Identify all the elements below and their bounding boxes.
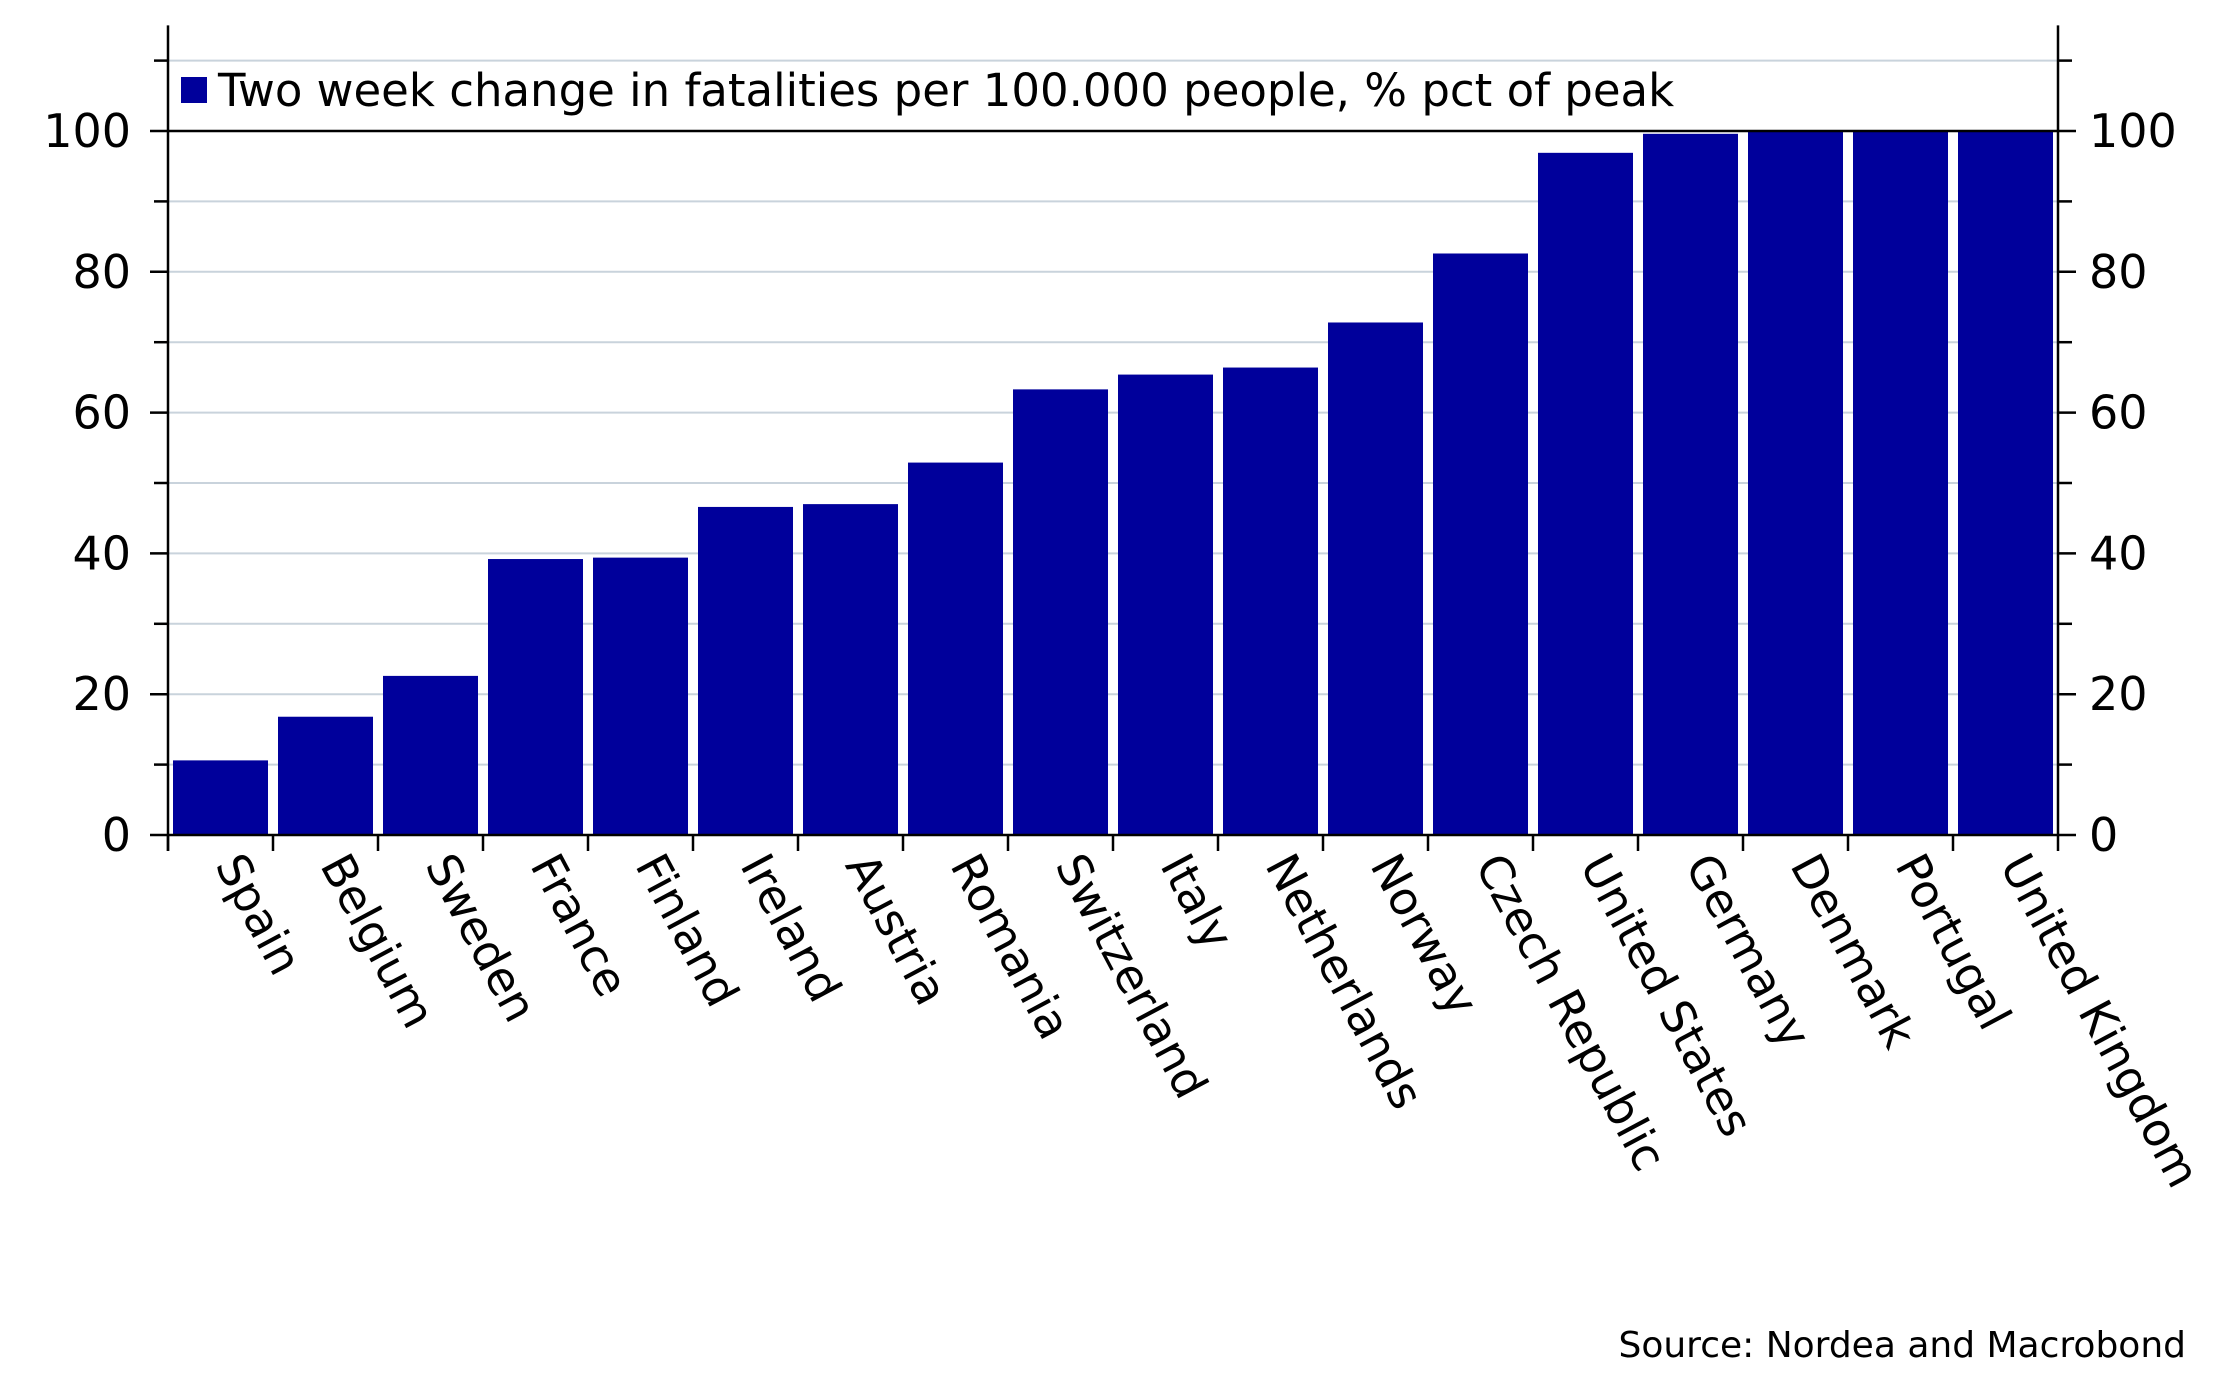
y-tick-label-left: 0 xyxy=(102,808,131,862)
y-tick-label-left: 60 xyxy=(72,386,131,440)
y-tick-label-left: 100 xyxy=(43,104,131,158)
bar-finland xyxy=(593,557,688,835)
bar-united-kingdom xyxy=(1958,131,2053,835)
y-tick-label-left: 40 xyxy=(72,526,131,580)
y-tick-label-right: 0 xyxy=(2089,808,2118,862)
bar-spain xyxy=(173,760,268,835)
y-tick-label-right: 80 xyxy=(2089,245,2148,299)
y-tick-label-left: 80 xyxy=(72,245,131,299)
bar-czech-republic xyxy=(1433,253,1528,836)
bar-portugal xyxy=(1853,131,1948,835)
y-tick-label-right: 60 xyxy=(2089,386,2148,440)
y-tick-label-right: 20 xyxy=(2089,667,2148,721)
y-axis-right-ticks: 0 20 40 60 80 100 xyxy=(2058,59,2177,862)
bar-switzerland xyxy=(1013,389,1108,835)
axes xyxy=(166,25,2060,851)
bar-united-states xyxy=(1538,152,1633,836)
x-tick-label: Italy xyxy=(1150,845,1245,958)
bar-sweden xyxy=(383,675,478,835)
bar-france xyxy=(488,559,583,835)
x-tick-label: United Kingdom xyxy=(1990,845,2211,1196)
bar-belgium xyxy=(278,716,373,835)
legend: Two week change in fatalities per 100.00… xyxy=(181,64,1674,117)
bar-netherlands xyxy=(1223,367,1318,835)
y-tick-label-right: 40 xyxy=(2089,526,2148,580)
bar-austria xyxy=(803,504,898,835)
x-axis-labels: SpainBelgiumSwedenFranceFinlandIrelandAu… xyxy=(205,845,2211,1196)
source-note: Source: Nordea and Macrobond xyxy=(1618,1325,2186,1366)
bar-germany xyxy=(1643,133,1738,836)
gridlines xyxy=(168,59,2058,766)
legend-label: Two week change in fatalities per 100.00… xyxy=(217,64,1674,117)
bar-denmark xyxy=(1748,131,1843,835)
bars xyxy=(173,131,2053,836)
y-tick-label-right: 100 xyxy=(2089,104,2177,158)
legend-swatch xyxy=(181,77,207,103)
x-tick-label: France xyxy=(520,845,639,1005)
y-axis-left-ticks: 0 20 40 60 80 100 xyxy=(43,59,168,862)
y-tick-label-left: 20 xyxy=(72,667,131,721)
x-tick-label: Spain xyxy=(205,845,313,984)
bar-romania xyxy=(908,462,1003,835)
bar-norway xyxy=(1328,322,1423,835)
bar-italy xyxy=(1118,374,1213,835)
bar-ireland xyxy=(698,506,793,835)
